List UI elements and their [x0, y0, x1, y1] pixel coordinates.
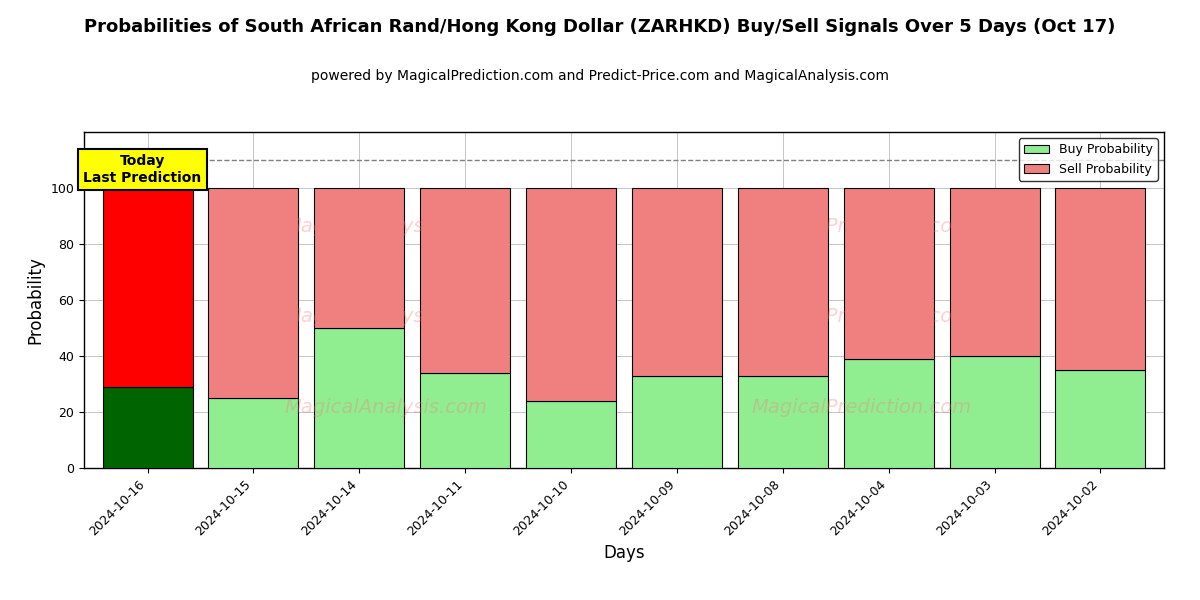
- Bar: [949, 356, 1039, 468]
- Bar: [632, 188, 722, 376]
- Bar: [314, 328, 404, 468]
- Bar: [949, 188, 1039, 356]
- Text: Today
Last Prediction: Today Last Prediction: [83, 154, 202, 185]
- Bar: [102, 188, 192, 387]
- Text: MagicalPrediction.com: MagicalPrediction.com: [751, 398, 972, 417]
- Bar: [526, 401, 616, 468]
- Text: MagicalAnalysis.com: MagicalAnalysis.com: [284, 398, 488, 417]
- Bar: [102, 387, 192, 468]
- Bar: [526, 188, 616, 401]
- Text: MagicalPrediction.com: MagicalPrediction.com: [751, 217, 972, 236]
- Text: MagicalAnalysis.com: MagicalAnalysis.com: [284, 307, 488, 326]
- Legend: Buy Probability, Sell Probability: Buy Probability, Sell Probability: [1019, 138, 1158, 181]
- Bar: [420, 373, 510, 468]
- Bar: [209, 398, 299, 468]
- Bar: [314, 188, 404, 328]
- Bar: [209, 188, 299, 398]
- Bar: [738, 188, 828, 376]
- Y-axis label: Probability: Probability: [26, 256, 44, 344]
- Text: MagicalAnalysis.com: MagicalAnalysis.com: [284, 217, 488, 236]
- Text: Probabilities of South African Rand/Hong Kong Dollar (ZARHKD) Buy/Sell Signals O: Probabilities of South African Rand/Hong…: [84, 18, 1116, 36]
- Bar: [1056, 188, 1146, 370]
- Text: powered by MagicalPrediction.com and Predict-Price.com and MagicalAnalysis.com: powered by MagicalPrediction.com and Pre…: [311, 69, 889, 83]
- Bar: [632, 376, 722, 468]
- Bar: [738, 376, 828, 468]
- Bar: [844, 359, 934, 468]
- Bar: [1056, 370, 1146, 468]
- X-axis label: Days: Days: [604, 544, 644, 562]
- Bar: [844, 188, 934, 359]
- Bar: [420, 188, 510, 373]
- Text: MagicalPrediction.com: MagicalPrediction.com: [751, 307, 972, 326]
